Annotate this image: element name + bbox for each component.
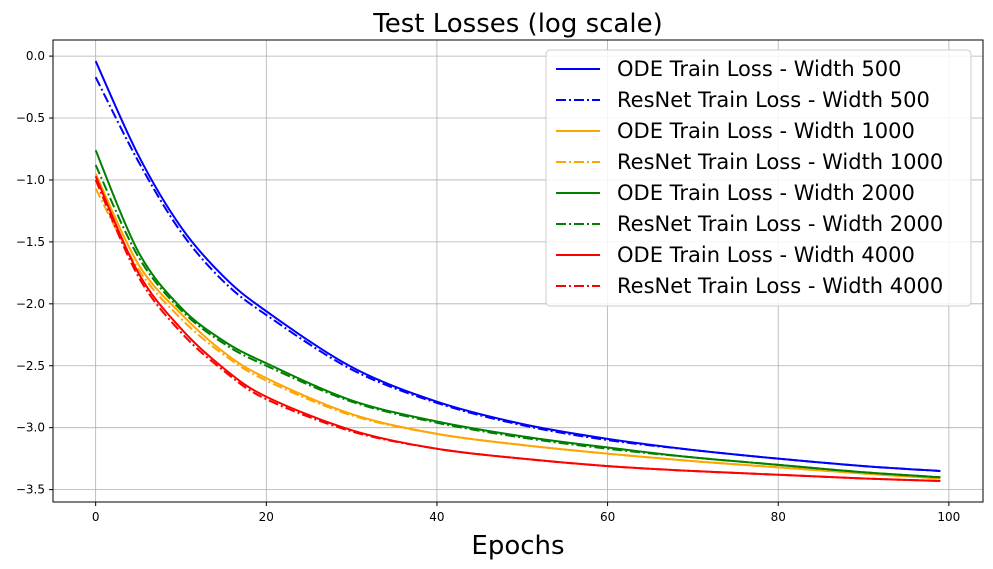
y-axis: 0.0 −0.5 −1.0 −1.5 −2.0 −2.5 −3.0 −3.5 bbox=[16, 49, 53, 497]
legend-label: ResNet Train Loss - Width 1000 bbox=[617, 150, 943, 174]
x-tick-label: 0 bbox=[92, 510, 100, 524]
legend-label: ODE Train Loss - Width 500 bbox=[617, 57, 901, 81]
legend-label: ResNet Train Loss - Width 2000 bbox=[617, 212, 943, 236]
chart-title: Test Losses (log scale) bbox=[372, 9, 662, 39]
x-axis: 0 20 40 60 80 100 bbox=[92, 502, 960, 524]
series-line-1 bbox=[94, 76, 941, 473]
y-tick-label: −2.0 bbox=[16, 297, 45, 311]
y-tick-label: −2.5 bbox=[16, 359, 45, 373]
y-tick-label: 0.0 bbox=[26, 49, 45, 63]
legend-label: ODE Train Loss - Width 4000 bbox=[617, 243, 915, 267]
series-line-3 bbox=[94, 188, 941, 480]
legend-label: ResNet Train Loss - Width 500 bbox=[617, 88, 930, 112]
x-axis-label: Epochs bbox=[471, 531, 564, 561]
legend-label: ODE Train Loss - Width 2000 bbox=[617, 181, 915, 205]
plot-frame bbox=[52, 39, 984, 503]
y-tick-label: −1.5 bbox=[16, 235, 45, 249]
series-layer bbox=[94, 60, 941, 482]
x-tick-label: 20 bbox=[259, 510, 274, 524]
y-tick-label: −3.0 bbox=[16, 421, 45, 435]
legend-box bbox=[545, 49, 972, 307]
x-tick-label: 80 bbox=[771, 510, 786, 524]
legend-label: ODE Train Loss - Width 1000 bbox=[617, 119, 915, 143]
legend-label: ResNet Train Loss - Width 4000 bbox=[617, 274, 943, 298]
series-line-5 bbox=[94, 164, 941, 479]
x-tick-label: 40 bbox=[429, 510, 444, 524]
legend: ODE Train Loss - Width 500 ResNet Train L… bbox=[545, 49, 972, 307]
x-tick-label: 100 bbox=[937, 510, 960, 524]
y-tick-label: −3.5 bbox=[16, 483, 45, 497]
x-tick-label: 60 bbox=[600, 510, 615, 524]
series-line-7 bbox=[94, 179, 941, 482]
y-tick-label: −0.5 bbox=[16, 111, 45, 125]
y-tick-label: −1.0 bbox=[16, 173, 45, 187]
